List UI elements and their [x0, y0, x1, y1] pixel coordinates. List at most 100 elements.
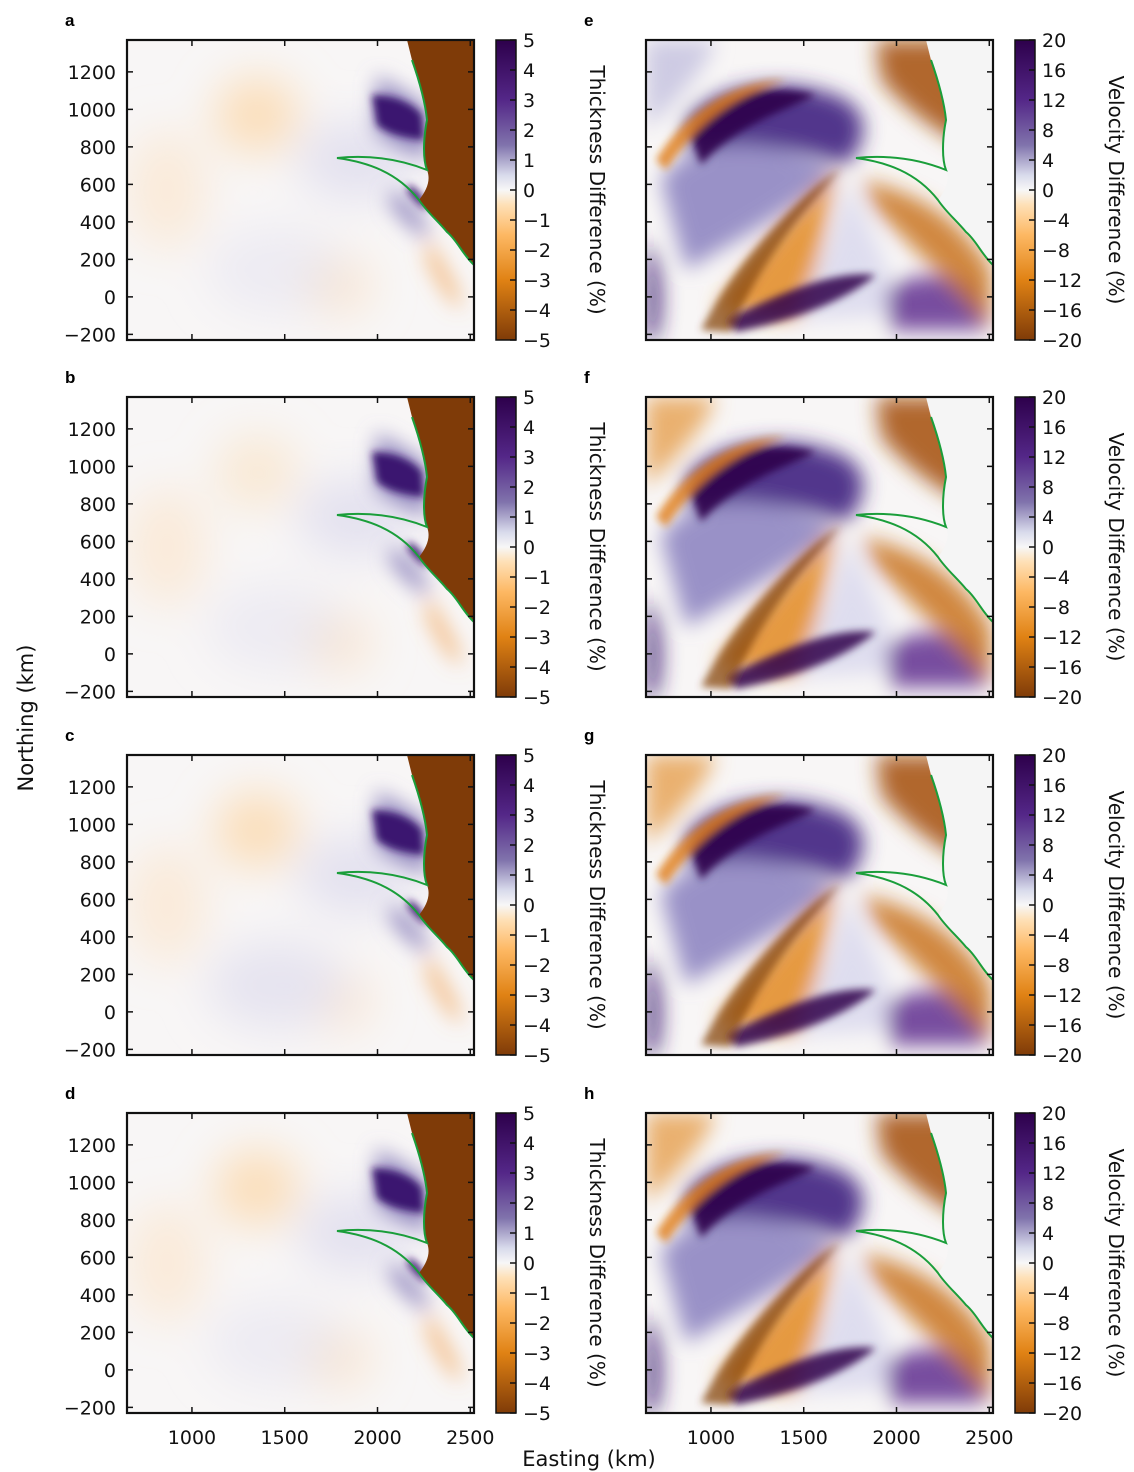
y-tick-label: 800: [80, 1210, 116, 1232]
heatmap-field: [646, 755, 993, 1055]
panel-e: e 20 16 12 8 4 0 −4 −8 −12 −16 −20 Velocity Differen…: [584, 11, 1128, 352]
colorbar-tick-label: −3: [523, 985, 551, 1007]
x-tick-label: 2500: [965, 1427, 1013, 1449]
y-tick-label: 200: [80, 249, 116, 271]
colorbar-tick-label: 0: [1042, 895, 1054, 917]
heatmap-field: [127, 755, 474, 1055]
colorbar-tick-label: −4: [1042, 925, 1070, 947]
colorbar-tick-label: −16: [1042, 657, 1082, 679]
y-tick-label: 1200: [68, 419, 116, 441]
colorbar-tick-label: 12: [1042, 1163, 1066, 1185]
heatmap-field: [646, 1113, 993, 1413]
colorbar-label: Velocity Difference (%): [1104, 791, 1128, 1020]
panel-letter: f: [584, 368, 590, 387]
colorbar-tick-label: −5: [523, 1045, 551, 1067]
colorbar-tick-label: −4: [523, 657, 551, 679]
grounding-line: [336, 774, 474, 981]
colorbar-tick-label: 20: [1042, 30, 1066, 52]
colorbar-tick-label: 20: [1042, 745, 1066, 767]
colorbar-tick-label: 4: [1042, 507, 1054, 529]
panel-letter: b: [65, 368, 75, 387]
colorbar-tick-label: 5: [523, 30, 535, 52]
panel-letter: h: [584, 1084, 594, 1103]
colorbar-tick-label: −8: [1042, 597, 1070, 619]
panel-a: a 1200 1000 800 600 400 200 0 −200 5 4 3 2 1 0 −1 −2 −3 −4…: [64, 11, 609, 352]
y-tick-label: −200: [64, 324, 116, 346]
x-tick-label: 1500: [261, 1427, 309, 1449]
heatmap-field: [127, 1113, 474, 1413]
plot-frame: [644, 38, 995, 342]
colorbar-tick-label: 5: [523, 745, 535, 767]
plot-frame: [125, 1111, 476, 1415]
colorbar-label: Velocity Difference (%): [1104, 1149, 1128, 1378]
colorbar-tick-label: −12: [1042, 627, 1082, 649]
y-tick-label: 1000: [68, 814, 116, 836]
y-tick-label: 600: [80, 1247, 116, 1269]
panel-letter: e: [584, 11, 593, 30]
colorbar-tick-label: −4: [1042, 567, 1070, 589]
colorbar-tick-label: −16: [1042, 1373, 1082, 1395]
colorbar-label: Thickness Difference (%): [585, 779, 609, 1029]
y-tick-label: 1200: [68, 1135, 116, 1157]
colorbar-tick-label: 4: [1042, 1223, 1054, 1245]
colorbar-tick-label: 2: [523, 1193, 535, 1215]
y-tick-label: 800: [80, 852, 116, 874]
colorbar-tick-label: 3: [523, 447, 535, 469]
panel-c: c 1200 1000 800 600 400 200 0 −200 5 4 3 2 1 0 −1 −2 −3 −4…: [64, 726, 609, 1067]
colorbar-tick-label: 3: [523, 90, 535, 112]
plot-frame: [125, 753, 476, 1057]
colorbar-tick-label: −12: [1042, 1343, 1082, 1365]
grounding-line: [855, 416, 993, 623]
colorbar-tick-label: −3: [523, 270, 551, 292]
colorbar-tick-label: −4: [523, 1373, 551, 1395]
colorbar-tick-label: −1: [523, 567, 551, 589]
y-tick-label: 600: [80, 889, 116, 911]
y-tick-label: 400: [80, 1285, 116, 1307]
y-tick-label: 0: [104, 287, 116, 309]
y-tick-label: 400: [80, 212, 116, 234]
y-tick-label: 0: [104, 1360, 116, 1382]
plot-frame: [125, 395, 476, 699]
colorbar-tick-label: −1: [523, 925, 551, 947]
colorbar-tick-label: 4: [1042, 150, 1054, 172]
x-tick-label: 1000: [168, 1427, 216, 1449]
colorbar-tick-label: −16: [1042, 300, 1082, 322]
y-tick-label: 200: [80, 1322, 116, 1344]
colorbar-label: Velocity Difference (%): [1104, 433, 1128, 662]
colorbar-tick-label: 0: [523, 537, 535, 559]
colorbar-tick-label: −8: [1042, 1313, 1070, 1335]
x-tick-label: 1000: [687, 1427, 735, 1449]
y-tick-label: −200: [64, 1397, 116, 1419]
x-tick-label: 1500: [780, 1427, 828, 1449]
colorbar-tick-label: −12: [1042, 985, 1082, 1007]
y-tick-label: 1000: [68, 1172, 116, 1194]
heatmap-field: [127, 397, 474, 697]
colorbar-tick-label: 20: [1042, 1103, 1066, 1125]
colorbar-tick-label: 20: [1042, 387, 1066, 409]
plot-frame: [644, 395, 995, 699]
colorbar-tick-label: 12: [1042, 447, 1066, 469]
y-tick-label: −200: [64, 1039, 116, 1061]
panel-b: b 1200 1000 800 600 400 200 0 −200 5 4 3 2 1 0 −1 −2 −3 −4…: [64, 368, 609, 709]
colorbar-tick-label: 1: [523, 1223, 535, 1245]
colorbar-tick-label: −2: [523, 1313, 551, 1335]
colorbar-tick-label: 16: [1042, 417, 1066, 439]
y-tick-label: 1200: [68, 62, 116, 84]
plot-frame: [644, 1111, 995, 1415]
panel-g: g 20 16 12 8 4 0 −4 −8 −12 −16 −20 Velocity Differen…: [584, 726, 1128, 1067]
colorbar-tick-label: 4: [523, 1133, 535, 1155]
colorbar-tick-label: 8: [1042, 835, 1054, 857]
colorbar-tick-label: 8: [1042, 120, 1054, 142]
y-tick-label: 0: [104, 644, 116, 666]
colorbar-label: Velocity Difference (%): [1104, 76, 1128, 305]
colorbar-tick-label: 0: [523, 1253, 535, 1275]
colorbar-tick-label: −1: [523, 210, 551, 232]
grounding-line: [336, 1132, 474, 1339]
panel-h: h 1000 1500 2000 2500 20 16 12 8 4 0 −4 −8 −12 −16 −20 V…: [584, 1084, 1128, 1449]
colorbar-tick-label: 1: [523, 150, 535, 172]
colorbar-tick-label: −8: [1042, 240, 1070, 262]
heatmap-field: [646, 397, 993, 697]
grounding-line: [855, 1132, 993, 1339]
colorbar-tick-label: 16: [1042, 1133, 1066, 1155]
panel-f: f 20 16 12 8 4 0 −4 −8 −12 −16 −20 Velocity Differen…: [584, 368, 1128, 709]
